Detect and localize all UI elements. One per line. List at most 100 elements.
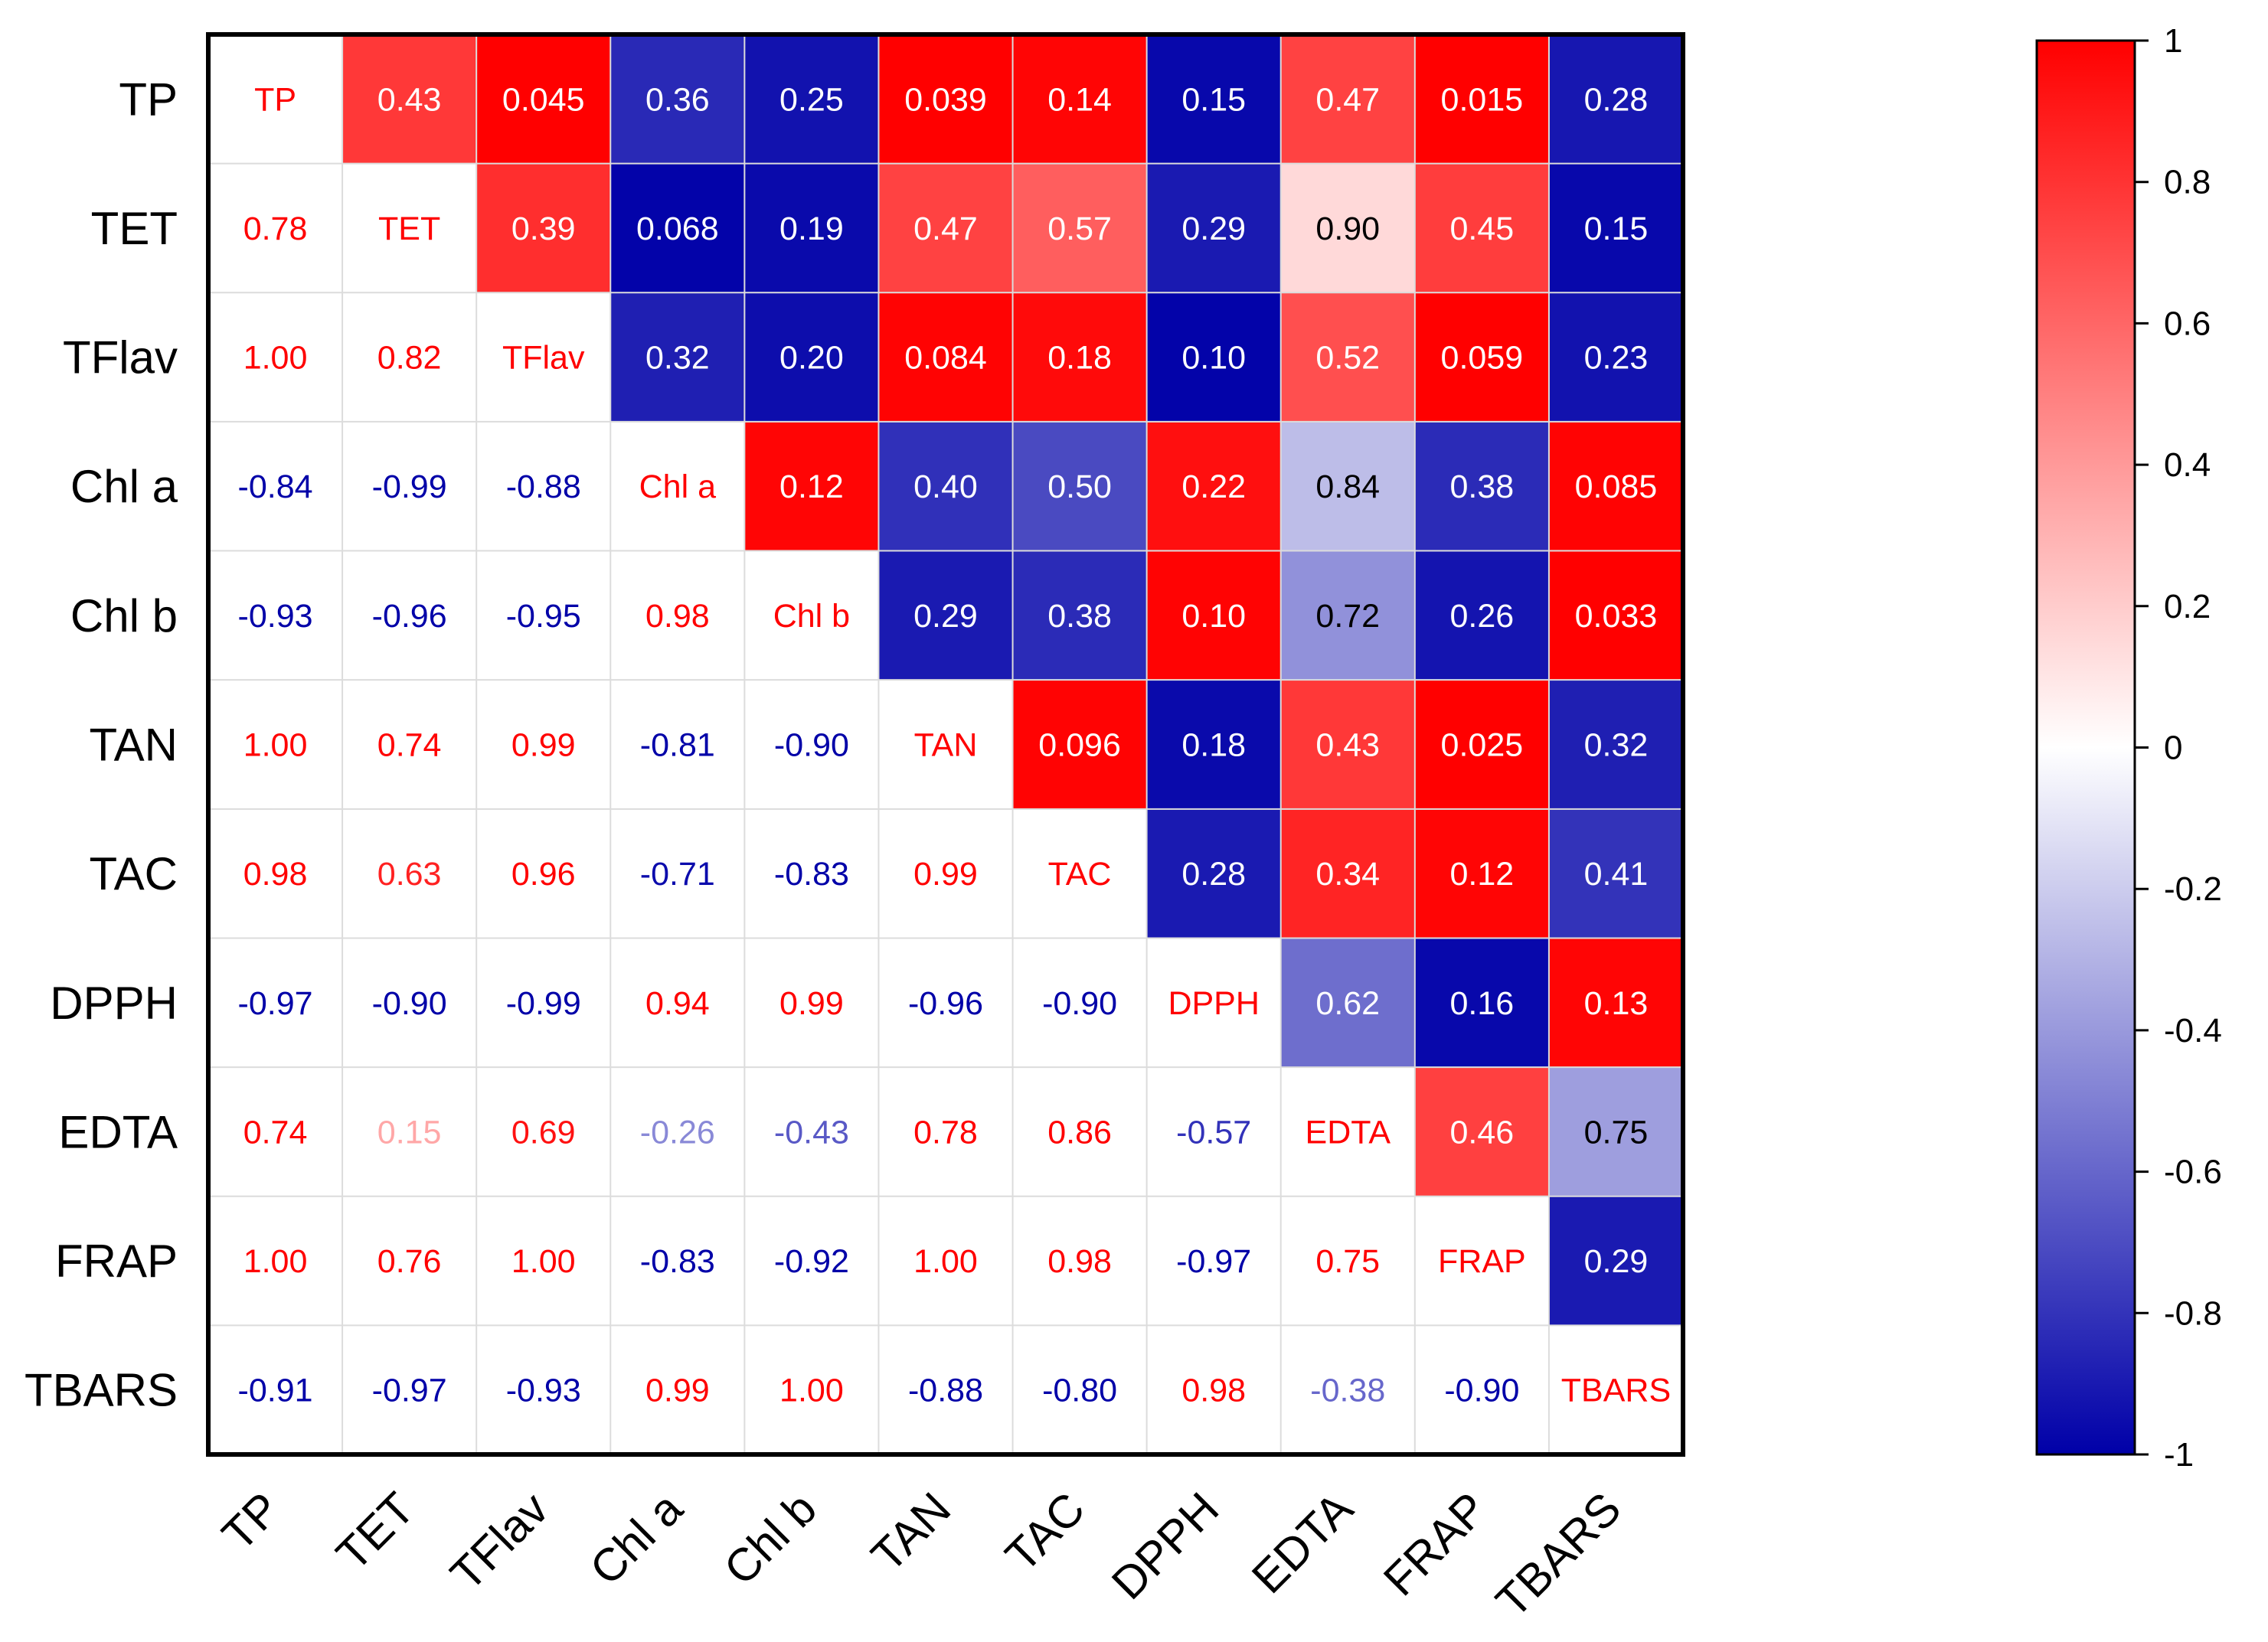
correlation-label: -0.97: [1176, 1243, 1251, 1280]
heatmap-cell: [476, 292, 611, 422]
column-label: TFlav: [440, 1483, 557, 1600]
heatmap-cell: [878, 34, 1013, 164]
p-value-label: 0.096: [1038, 727, 1121, 764]
p-value-label: 0.46: [1450, 1114, 1515, 1151]
correlation-label: 0.15: [377, 1114, 442, 1151]
correlation-label: 0.98: [1181, 1373, 1246, 1409]
p-value-label: 0.10: [1181, 598, 1246, 635]
row-labels: TP TET TFlav Chl a Chl b TAN TAC DPPH EDTA FRAP TB…: [25, 73, 178, 1415]
diagonal-label: FRAP: [1438, 1243, 1526, 1280]
heatmap-cell: [1548, 421, 1683, 551]
heatmap-cell: [208, 680, 343, 809]
heatmap-cell: [1414, 34, 1549, 164]
correlation-label: -0.97: [238, 985, 313, 1022]
correlation-label: -0.93: [506, 1373, 581, 1409]
heatmap-cell: [610, 1196, 745, 1326]
heatmap-cell: [208, 1325, 343, 1454]
correlation-label: -0.38: [1310, 1373, 1385, 1409]
correlation-label: -0.96: [372, 598, 447, 635]
p-value-label: 0.45: [1450, 211, 1515, 247]
p-value-label: 0.059: [1441, 340, 1524, 377]
heatmap-cell: [1280, 938, 1415, 1068]
p-value-label: 0.015: [1441, 81, 1524, 118]
diagonal-label: DPPH: [1168, 985, 1259, 1022]
correlation-label: -0.88: [506, 468, 581, 505]
correlation-label: 0.78: [913, 1114, 978, 1151]
p-value-label: 0.43: [377, 81, 442, 118]
heatmap-cell: [744, 938, 879, 1068]
p-value-label: 0.47: [913, 211, 978, 247]
heatmap-cell: [1012, 1067, 1147, 1196]
p-value-label: 0.18: [1047, 340, 1112, 377]
heatmap-cell: [1012, 938, 1147, 1068]
correlation-label: -0.90: [372, 985, 447, 1022]
p-value-label: 0.068: [636, 211, 719, 247]
heatmap-cell: [1012, 680, 1147, 809]
column-label: TAN: [861, 1483, 960, 1582]
diagonal-label: TAN: [914, 727, 978, 764]
heatmap-cell: [1146, 680, 1281, 809]
heatmap-cell: [342, 680, 477, 809]
heatmap-cell: [1548, 1196, 1683, 1326]
heatmap-cell: [1146, 938, 1281, 1068]
heatmap-cell: [1146, 1067, 1281, 1196]
heatmap-cell: [1548, 808, 1683, 939]
diagonal-label: TFlav: [502, 340, 585, 377]
correlation-label: -0.57: [1176, 1114, 1251, 1151]
correlation-label: 0.99: [511, 727, 576, 764]
p-value-label: 0.025: [1441, 727, 1524, 764]
heatmap-cell: [342, 1196, 477, 1326]
diagonal-label: TAC: [1048, 856, 1112, 893]
column-label: Chl a: [580, 1482, 693, 1595]
heatmap-cell: [1414, 421, 1549, 551]
heatmap-cell: [1414, 292, 1549, 422]
heatmap-cell: [1414, 808, 1549, 939]
heatmap-cell: [1012, 808, 1147, 939]
heatmap-cell: [744, 550, 879, 681]
correlation-label: 0.99: [645, 1373, 710, 1409]
correlation-label: 0.99: [779, 985, 844, 1022]
heatmap-cell: [610, 550, 745, 681]
p-value-label: 0.085: [1575, 468, 1658, 505]
p-value-label: 0.36: [645, 81, 710, 118]
colorbar-tick-label: 0: [2164, 730, 2182, 767]
p-value-label: 0.15: [1584, 211, 1649, 247]
heatmap-cell: [342, 292, 477, 422]
heatmap-cell: [476, 163, 611, 293]
correlation-label: 0.86: [1047, 1114, 1112, 1151]
colorbar-tick-label: 0.4: [2164, 446, 2211, 484]
diagonal-label: TBARS: [1561, 1373, 1671, 1409]
column-label: TBARS: [1486, 1483, 1631, 1627]
heatmap-cell: [1548, 550, 1683, 681]
heatmap-cell: [1146, 550, 1281, 681]
heatmap-cell: [744, 808, 879, 939]
heatmap-cell: [342, 163, 477, 293]
heatmap-cell: [342, 421, 477, 551]
diagonal-label: TET: [378, 211, 440, 247]
correlation-label: 1.00: [779, 1373, 844, 1409]
column-label: TP: [212, 1483, 290, 1561]
heatmap-cell: [1548, 163, 1683, 293]
correlation-label: 0.63: [377, 856, 442, 893]
heatmap-cells: TP 0.43 0.045 0.36 0.25 0.039 0.14 0.15 0.47 0.01…: [208, 34, 1683, 1454]
heatmap-cell: [744, 421, 879, 551]
row-label: EDTA: [58, 1106, 178, 1157]
heatmap-cell: [1414, 1196, 1549, 1326]
heatmap-cell: [1548, 34, 1683, 164]
column-label: FRAP: [1374, 1483, 1497, 1606]
p-value-label: 0.084: [904, 340, 987, 377]
correlation-label: -0.90: [1444, 1373, 1519, 1409]
correlation-label: -0.93: [238, 598, 313, 635]
heatmap-cell: [878, 163, 1013, 293]
p-value-label: 0.26: [1450, 598, 1515, 635]
column-label: EDTA: [1242, 1483, 1362, 1603]
heatmap-cell: [878, 421, 1013, 551]
heatmap-cell: [342, 1067, 477, 1196]
diagonal-label: EDTA: [1306, 1114, 1391, 1151]
heatmap-cell: [1414, 680, 1549, 809]
correlation-label: -0.43: [774, 1114, 849, 1151]
heatmap-cell: [208, 163, 343, 293]
correlation-label: -0.95: [506, 598, 581, 635]
correlation-label: 0.96: [511, 856, 576, 893]
